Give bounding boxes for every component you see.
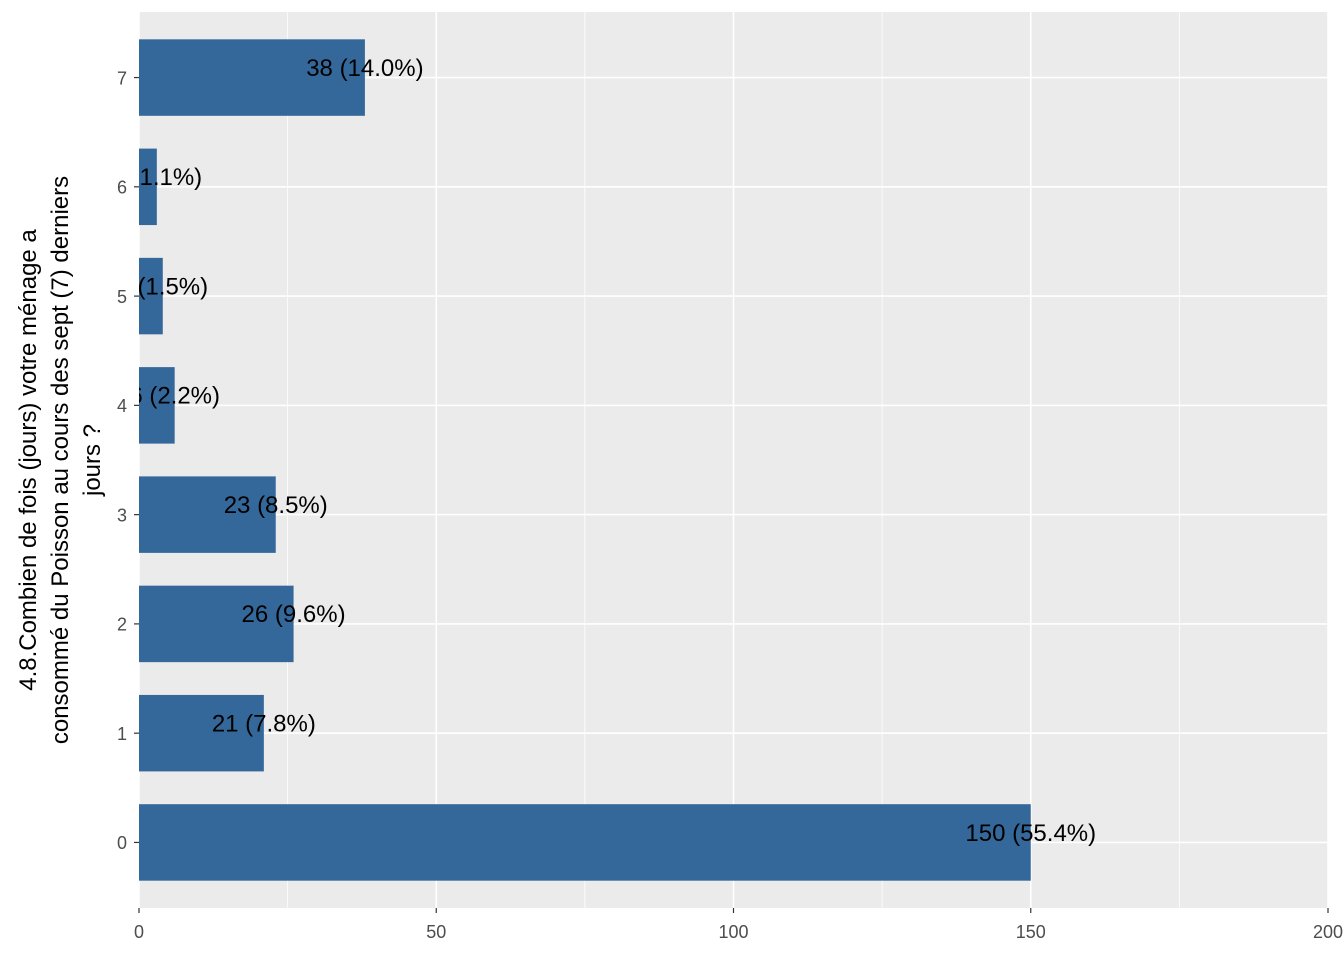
bar (139, 694, 264, 772)
bar (139, 476, 276, 553)
y-tick-label: 1 (117, 724, 127, 744)
bar (139, 367, 175, 444)
value-label: 38 (14.0%) (306, 55, 423, 82)
value-label: 26 (9.6%) (242, 601, 346, 628)
y-tick-label: 2 (117, 615, 127, 635)
value-label: 23 (8.5%) (224, 492, 328, 519)
x-tick-label: 0 (134, 922, 144, 942)
y-tick-label: 6 (117, 178, 127, 198)
bar (139, 257, 163, 335)
value-label: 150 (55.4%) (965, 820, 1096, 847)
plot-area: 150 (55.4%) 21 (7.8%) 26 (9.6%) 23 (8.5%) 6 … (111, 39, 1096, 881)
value-label: 3 (1.1%) (111, 164, 202, 191)
y-tick-label: 7 (117, 68, 127, 88)
x-tick-label: 200 (1313, 922, 1343, 942)
value-label: 21 (7.8%) (212, 711, 316, 738)
y-tick-label: 4 (117, 396, 127, 416)
grid (138, 12, 1329, 908)
bar (139, 804, 1031, 881)
x-tick-label: 150 (1016, 922, 1046, 942)
x-tick-label: 50 (426, 922, 446, 942)
y-tick-label: 3 (117, 505, 127, 525)
y-tick-label: 5 (117, 287, 127, 307)
axes: 0 50 100 150 200 0 1 2 3 4 5 6 7 (117, 68, 1343, 941)
bar (139, 148, 157, 226)
bar (139, 585, 294, 663)
y-tick-label: 0 (117, 833, 127, 853)
y-axis-title: 4.8.Combien de fois (jours) votre ménage… (15, 176, 106, 744)
value-label: 4 (1.5%) (117, 273, 208, 300)
bar (139, 39, 365, 116)
x-tick-label: 100 (718, 922, 748, 942)
value-label: 6 (2.2%) (129, 383, 220, 410)
